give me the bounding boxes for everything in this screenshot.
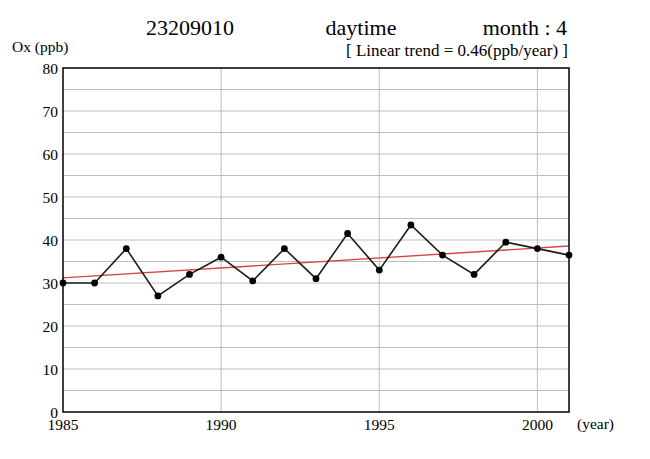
y-tick-label: 70 — [43, 103, 59, 120]
y-tick-label: 50 — [43, 189, 59, 206]
line-chart: 010203040506070801985199019952000 — [0, 0, 650, 459]
data-point — [502, 239, 509, 246]
data-point — [408, 222, 415, 229]
x-tick-label: 1990 — [206, 416, 237, 433]
y-tick-label: 40 — [43, 232, 59, 249]
data-point — [91, 280, 98, 287]
data-line — [63, 225, 569, 296]
data-point — [376, 267, 383, 274]
data-point — [534, 245, 541, 252]
data-point — [471, 271, 478, 278]
chart-page: 23209010 daytime month : 4 [ Linear tren… — [0, 0, 650, 459]
data-point — [344, 230, 351, 237]
x-tick-label: 2000 — [522, 416, 553, 433]
data-point — [281, 245, 288, 252]
data-point — [186, 271, 193, 278]
y-tick-label: 60 — [43, 146, 59, 163]
data-point — [123, 245, 130, 252]
y-tick-label: 20 — [43, 318, 59, 335]
data-point — [439, 252, 446, 259]
data-point — [218, 254, 225, 261]
y-tick-label: 80 — [43, 60, 59, 77]
y-tick-label: 10 — [43, 361, 59, 378]
x-tick-label: 1995 — [364, 416, 395, 433]
x-tick-label: 1985 — [48, 416, 79, 433]
y-tick-label: 30 — [43, 275, 59, 292]
data-point — [249, 278, 256, 285]
data-point — [155, 293, 162, 300]
data-point — [313, 275, 320, 282]
